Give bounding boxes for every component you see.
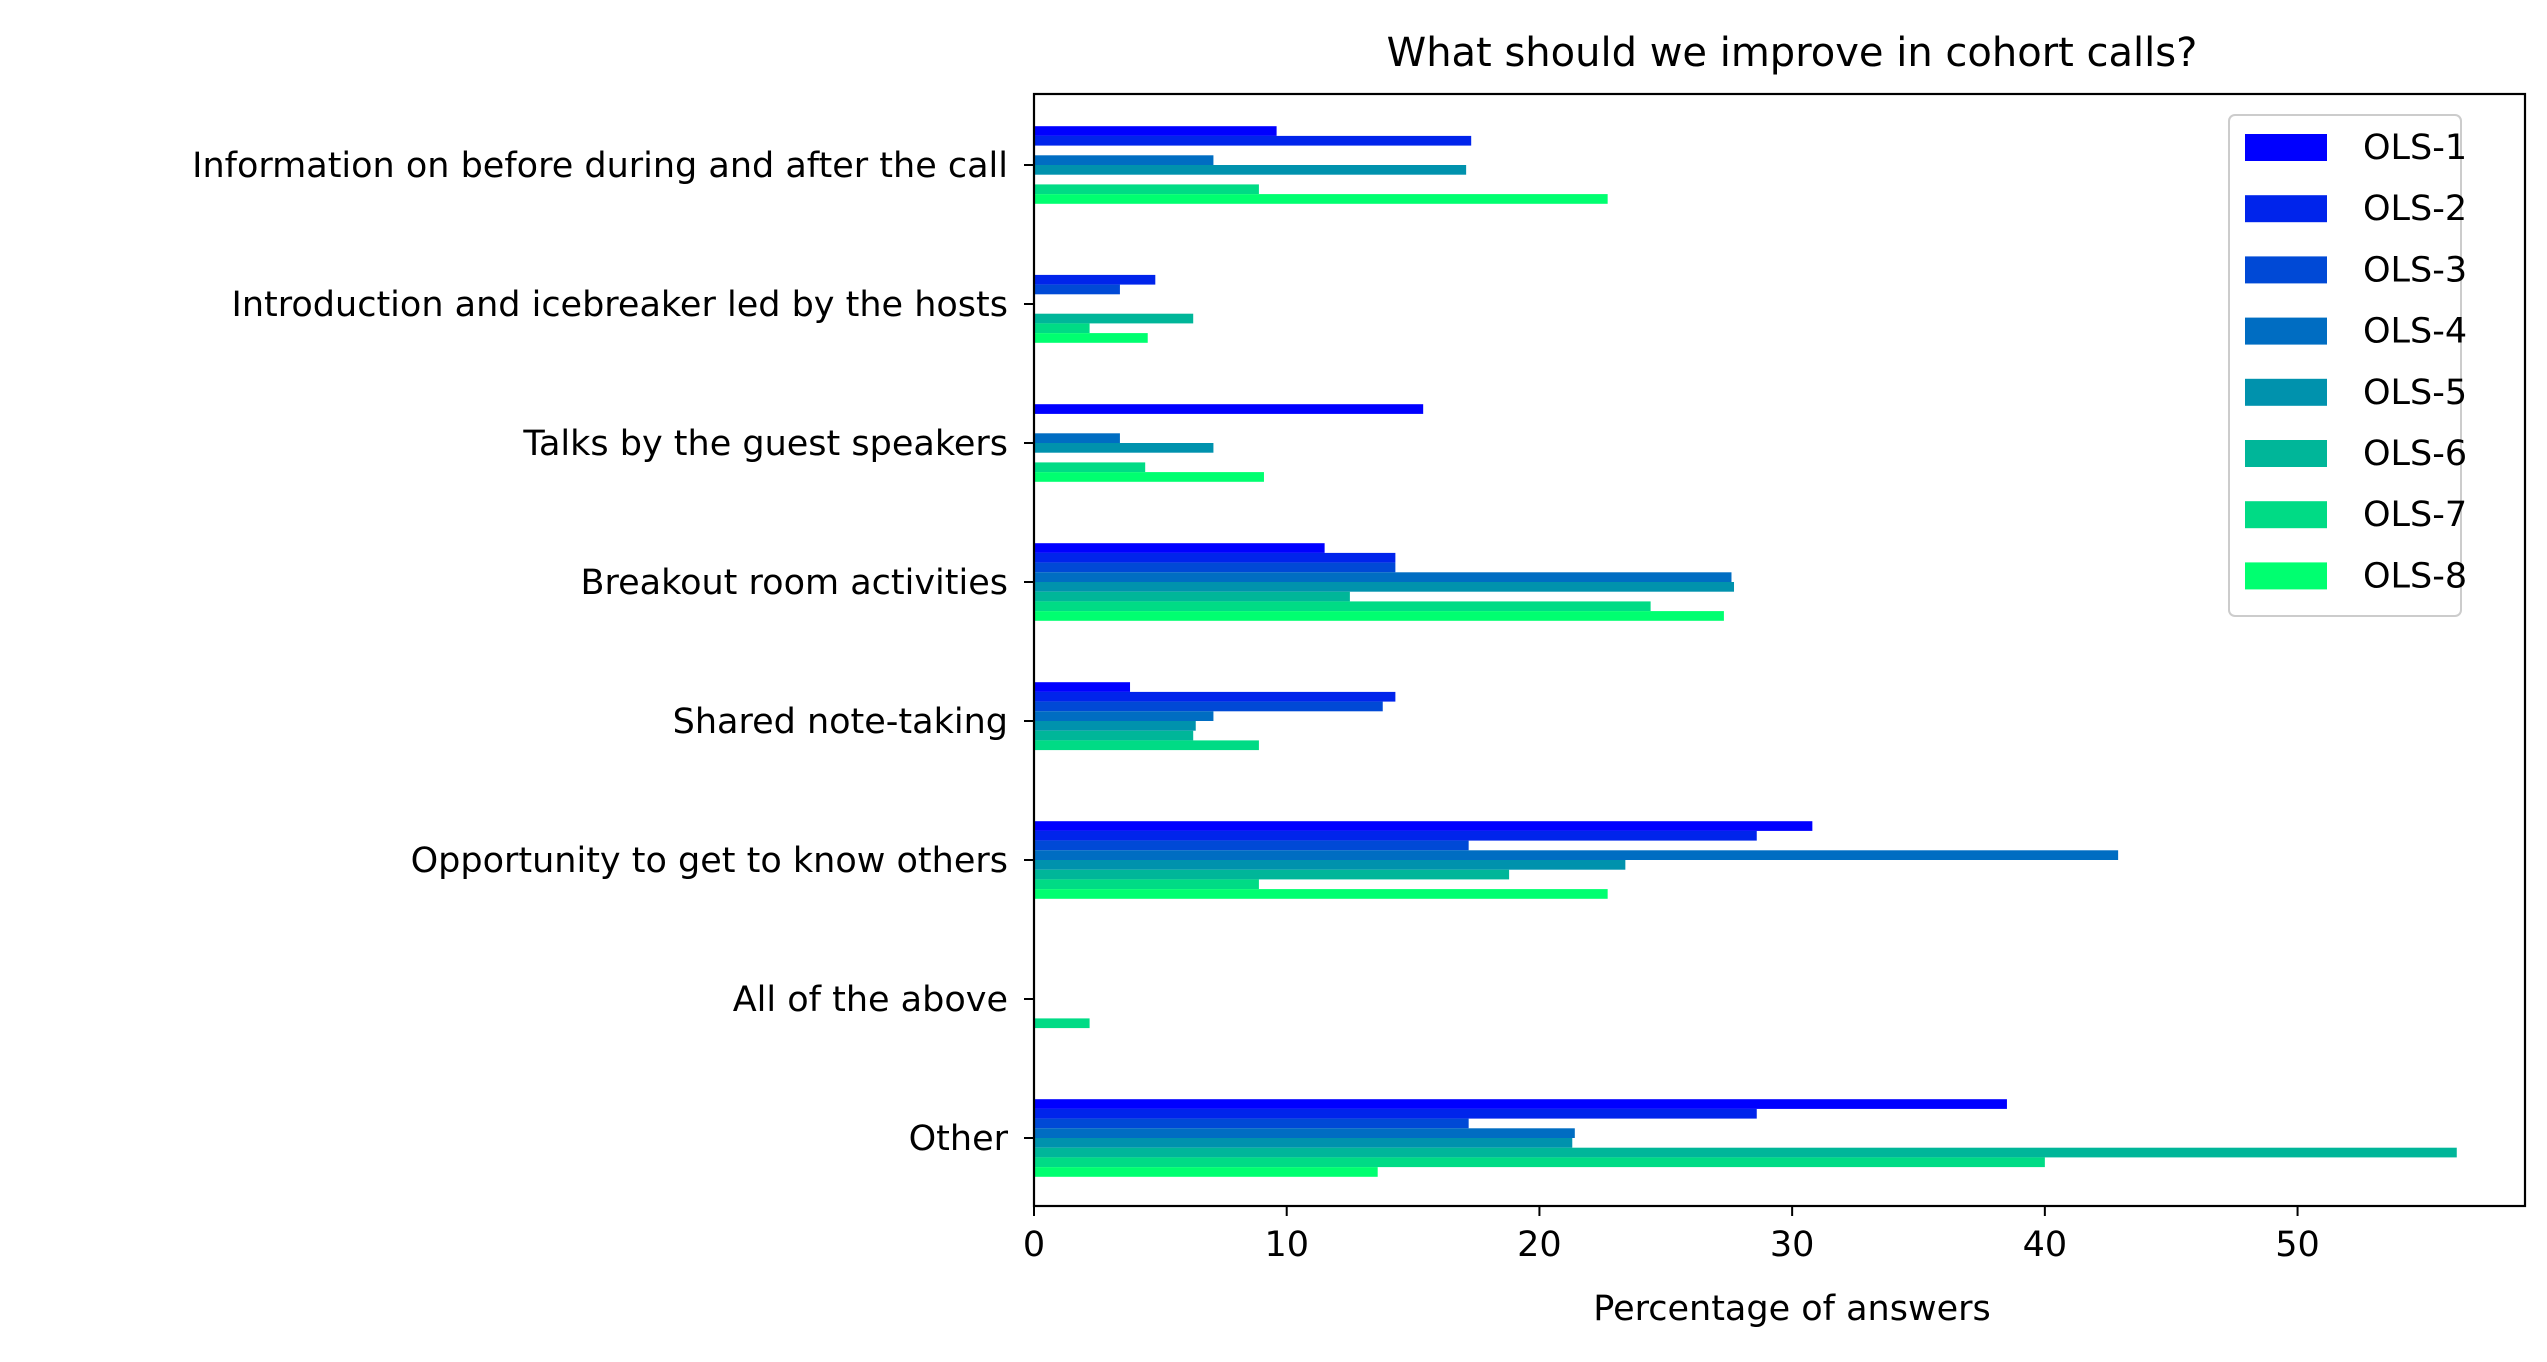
legend-label-ols-6: OLS-6 [2363, 434, 2467, 474]
bar-ols-4-cat-0 [1034, 155, 1214, 165]
bar-ols-7-cat-2 [1034, 462, 1146, 473]
bar-ols-2-cat-4 [1034, 691, 1396, 702]
bar-ols-5-cat-3 [1034, 582, 1735, 592]
bar-ols-7-cat-3 [1034, 601, 1651, 612]
legend-label-ols-3: OLS-3 [2363, 250, 2467, 290]
bar-ols-2-cat-5 [1034, 830, 1757, 841]
bar-ols-1-cat-2 [1034, 404, 1424, 414]
bar-ols-1-cat-3 [1034, 543, 1325, 553]
bar-ols-5-cat-4 [1034, 721, 1196, 731]
bar-ols-2-cat-7 [1034, 1108, 1757, 1119]
bar-ols-5-cat-2 [1034, 443, 1214, 453]
y-tick-label: Talks by the guest speakers [522, 424, 1008, 464]
x-tick-label: 50 [2275, 1225, 2320, 1265]
bar-ols-7-cat-5 [1034, 879, 1259, 890]
bar-ols-8-cat-5 [1034, 889, 1608, 899]
bar-ols-8-cat-1 [1034, 333, 1148, 343]
y-tick-label: Breakout room activities [580, 563, 1008, 603]
bar-ols-1-cat-7 [1034, 1099, 2007, 1109]
bar-ols-3-cat-7 [1034, 1118, 1469, 1129]
bar-ols-6-cat-5 [1034, 869, 1510, 880]
bar-ols-6-cat-1 [1034, 313, 1194, 324]
x-tick-label: 10 [1264, 1225, 1309, 1265]
y-tick-label: Information on before during and after t… [192, 146, 1008, 186]
bar-ols-6-cat-4 [1034, 730, 1194, 741]
legend-label-ols-7: OLS-7 [2363, 495, 2467, 535]
bar-ols-1-cat-0 [1034, 126, 1277, 136]
bar-ols-5-cat-7 [1034, 1138, 1573, 1148]
x-tick-label: 0 [1023, 1225, 1045, 1265]
legend-swatch-ols-7 [2245, 501, 2327, 529]
x-tick-label: 20 [1517, 1225, 1562, 1265]
bar-ols-2-cat-1 [1034, 274, 1156, 285]
bar-ols-6-cat-7 [1034, 1147, 2457, 1158]
bar-ols-2-cat-3 [1034, 552, 1396, 563]
legend-label-ols-5: OLS-5 [2363, 373, 2467, 413]
legend-label-ols-8: OLS-8 [2363, 556, 2467, 596]
legend-swatch-ols-3 [2245, 256, 2327, 284]
legend-box [2228, 114, 2462, 617]
legend-label-ols-2: OLS-2 [2363, 189, 2467, 229]
axes-layer: 0 10 20 30 40 50 Information on before during … [192, 92, 2527, 1265]
y-tick-label: All of the above [733, 980, 1008, 1020]
bar-ols-1-cat-4 [1034, 682, 1131, 692]
bar-ols-7-cat-6 [1034, 1018, 1090, 1029]
bar-ols-3-cat-1 [1034, 284, 1120, 295]
legend-swatch-ols-8 [2245, 562, 2327, 590]
bar-ols-4-cat-3 [1034, 572, 1732, 582]
bar-ols-3-cat-4 [1034, 701, 1383, 712]
legend: OLS-1 OLS-2 OLS-3 OLS-4 OLS-5 OLS-6 OLS-7 OLS-8 [2228, 114, 2467, 617]
y-tick-label: Other [909, 1119, 1009, 1159]
bar-ols-7-cat-4 [1034, 740, 1259, 751]
bars-layer [1034, 126, 2457, 1177]
bar-ols-3-cat-5 [1034, 840, 1469, 851]
bar-ols-5-cat-0 [1034, 165, 1467, 175]
bar-ols-7-cat-0 [1034, 184, 1259, 195]
bar-ols-8-cat-0 [1034, 194, 1608, 204]
legend-label-ols-4: OLS-4 [2363, 312, 2467, 352]
legend-label-ols-1: OLS-1 [2363, 128, 2467, 168]
bar-ols-7-cat-7 [1034, 1157, 2045, 1168]
x-tick-label: 40 [2023, 1225, 2068, 1265]
bar-ols-4-cat-4 [1034, 711, 1214, 721]
legend-swatch-ols-6 [2245, 440, 2327, 467]
bar-ols-4-cat-5 [1034, 850, 2119, 860]
plot-frame [1032, 92, 2527, 1208]
bar-ols-3-cat-3 [1034, 562, 1396, 573]
y-tick-label: Opportunity to get to know others [411, 841, 1008, 881]
chart-title: What should we improve in cohort calls? [1387, 30, 2198, 76]
y-tick-label: Shared note-taking [673, 702, 1008, 742]
legend-swatch-ols-2 [2245, 195, 2327, 223]
bar-ols-8-cat-3 [1034, 611, 1724, 621]
bar-ols-2-cat-0 [1034, 135, 1472, 146]
bar-ols-4-cat-2 [1034, 433, 1120, 443]
y-tick-label: Introduction and icebreaker led by the h… [232, 285, 1008, 325]
bar-ols-1-cat-5 [1034, 821, 1813, 831]
legend-swatch-ols-4 [2245, 317, 2327, 345]
bar-ols-6-cat-3 [1034, 591, 1350, 602]
x-axis-label: Percentage of answers [1593, 1289, 1991, 1329]
bar-ols-7-cat-1 [1034, 323, 1090, 334]
legend-swatch-ols-5 [2245, 378, 2327, 406]
bar-ols-8-cat-2 [1034, 472, 1264, 482]
legend-swatch-ols-1 [2245, 134, 2327, 161]
bar-ols-8-cat-7 [1034, 1167, 1378, 1177]
bar-ols-5-cat-5 [1034, 860, 1626, 870]
bar-ols-4-cat-7 [1034, 1128, 1575, 1138]
x-tick-label: 30 [1770, 1225, 1815, 1265]
